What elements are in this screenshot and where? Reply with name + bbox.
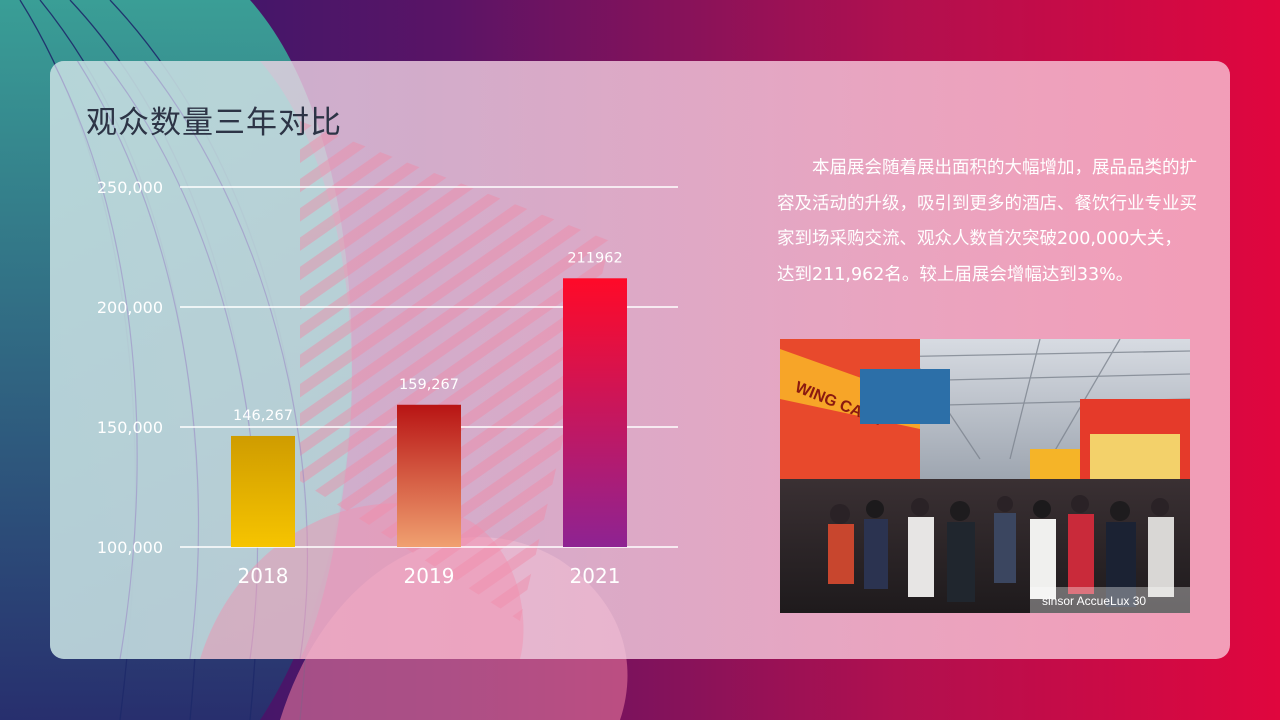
y-tick-label: 200,000 bbox=[97, 298, 163, 317]
bar-chart: 100,000 150,000 200,000 250,000 146,267 2018… bbox=[97, 178, 678, 588]
x-tick-label: 2018 bbox=[238, 564, 289, 588]
description-text: 本届展会随着展出面积的大幅增加，展品品类的扩容及活动的升级，吸引到更多的酒店、餐… bbox=[777, 158, 1197, 285]
y-tick-label: 100,000 bbox=[97, 538, 163, 557]
exhibition-photo: WING CAFE bbox=[780, 339, 1190, 613]
y-tick-label: 250,000 bbox=[97, 178, 163, 197]
data-label-2018: 146,267 bbox=[233, 408, 293, 424]
slide-title: 观众数量三年对比 bbox=[86, 105, 342, 141]
bar-2019 bbox=[397, 404, 461, 547]
content-card: 观众数量三年对比 100,000 150,000 200,000 250,000 14… bbox=[50, 61, 1230, 659]
bar-2021 bbox=[563, 278, 627, 547]
x-tick-label: 2021 bbox=[570, 564, 621, 588]
bar-2018 bbox=[231, 435, 295, 547]
data-label-2019: 159,267 bbox=[399, 377, 459, 393]
x-tick-label: 2019 bbox=[404, 564, 455, 588]
y-tick-label: 150,000 bbox=[97, 418, 163, 437]
photo-footer-text: sinsor AccueLux 30 bbox=[1042, 594, 1146, 608]
data-label-2021: 211962 bbox=[567, 250, 622, 266]
